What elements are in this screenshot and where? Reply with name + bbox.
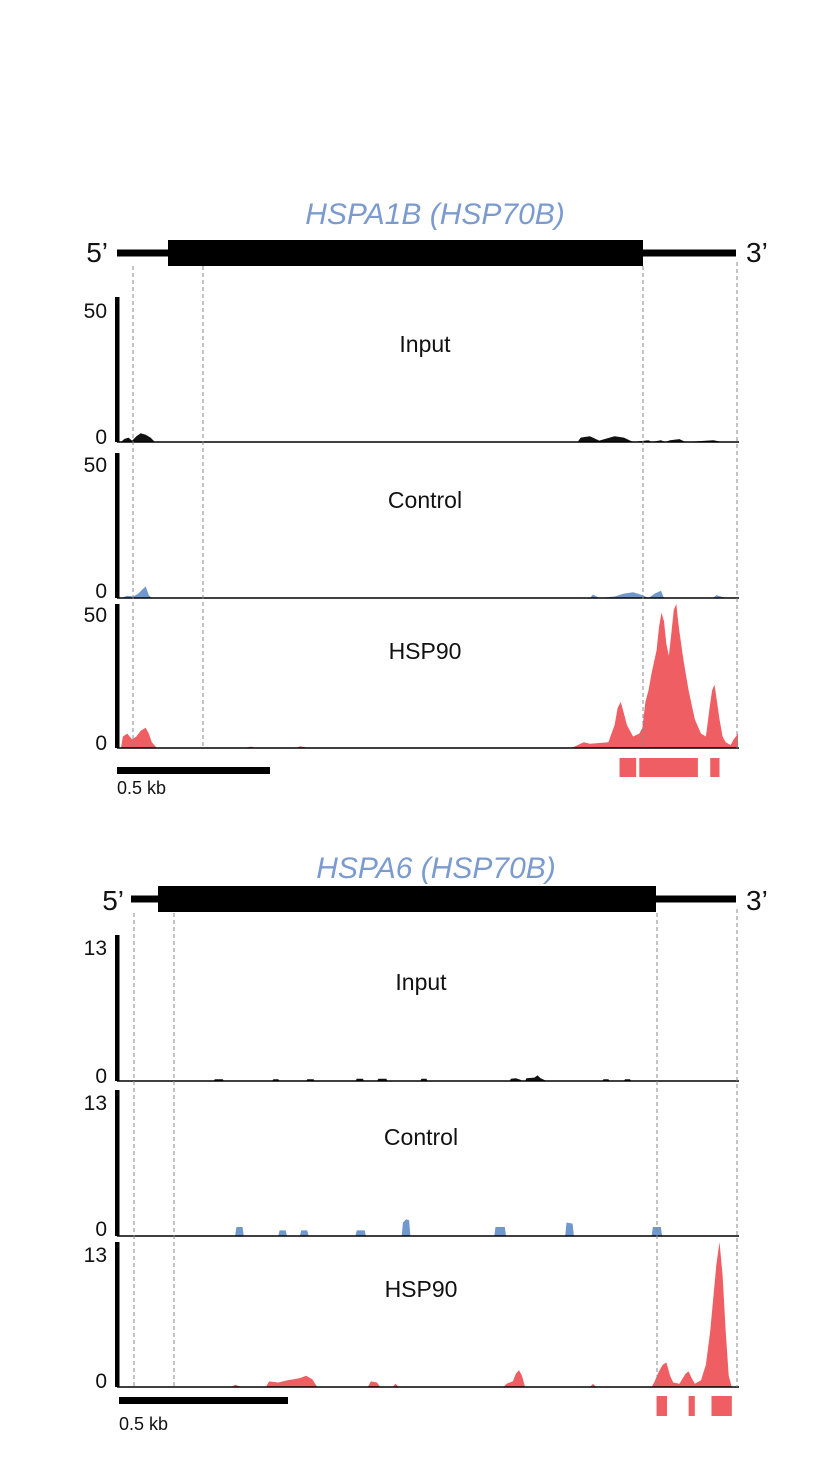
peak-region (656, 1396, 668, 1416)
track-control: 50 0 Control (84, 453, 739, 603)
y-tick-zero: 0 (95, 1065, 107, 1088)
gene-title: HSPA6 (HSP70B) (316, 852, 556, 885)
y-axis-bar (115, 1242, 120, 1387)
panel-1: HSPA1B (HSP70B)5’ 3’500Input500Control500… (84, 198, 768, 798)
track-label: Control (384, 1124, 458, 1150)
coverage-area-hsp90 (121, 1242, 738, 1387)
y-axis-bar (115, 297, 120, 442)
track-control: 13 0 Control (84, 1090, 739, 1241)
track-label: HSP90 (389, 638, 462, 664)
coverage-area-input (121, 433, 738, 442)
track-label: HSP90 (385, 1276, 458, 1302)
peak-region (711, 1396, 732, 1416)
peak-region (619, 758, 637, 777)
gene-exon-block (168, 240, 643, 266)
five-prime-label: 5’ (102, 885, 124, 916)
track-label: Input (395, 969, 447, 995)
coverage-area-input (121, 1075, 738, 1081)
scale-bar (117, 767, 270, 774)
peak-region (710, 758, 720, 777)
panel-2: HSPA6 (HSP70B) 5’ 3’ 13 0 Input 13 0 Control 13 0 H… (84, 852, 768, 1434)
track-hsp90: 13 0 HSP90 (84, 1242, 739, 1393)
y-axis-bar (115, 604, 120, 748)
y-axis-bar (115, 453, 120, 598)
gene-exon-block (158, 886, 656, 912)
track-input: 13 0 Input (84, 935, 739, 1088)
y-tick-max: 50 (84, 604, 107, 627)
y-tick-max: 50 (84, 300, 107, 323)
y-tick-zero: 0 (95, 1218, 107, 1241)
peak-region (688, 1396, 695, 1416)
y-axis-bar (115, 935, 120, 1081)
coverage-area-control (121, 1219, 738, 1236)
y-tick-zero: 0 (95, 1370, 107, 1393)
track-input: 50 0 Input (84, 297, 739, 449)
y-axis-bar (115, 1090, 120, 1236)
y-tick-zero: 0 (95, 426, 107, 449)
y-tick-zero: 0 (95, 580, 107, 603)
y-tick-max: 13 (84, 937, 107, 960)
y-tick-max: 50 (84, 454, 107, 477)
track-label: Control (388, 487, 462, 513)
scale-bar-label: 0.5 kb (119, 1414, 168, 1434)
three-prime-label: 3’ (746, 885, 768, 916)
track-hsp90: 50 0 HSP90 (84, 604, 739, 755)
coverage-area-control (121, 586, 738, 598)
y-tick-max: 13 (84, 1244, 107, 1267)
scale-bar-label: 0.5 kb (117, 778, 166, 798)
y-tick-max: 13 (84, 1092, 107, 1115)
track-label: Input (399, 331, 451, 357)
scale-bar (119, 1397, 288, 1404)
coverage-area-hsp90 (121, 604, 738, 748)
five-prime-label: 5’ (86, 237, 108, 268)
y-tick-zero: 0 (95, 732, 107, 755)
three-prime-label: 3’ (746, 237, 768, 268)
peak-region (639, 758, 698, 777)
gene-title: HSPA1B (HSP70B) (305, 198, 565, 231)
